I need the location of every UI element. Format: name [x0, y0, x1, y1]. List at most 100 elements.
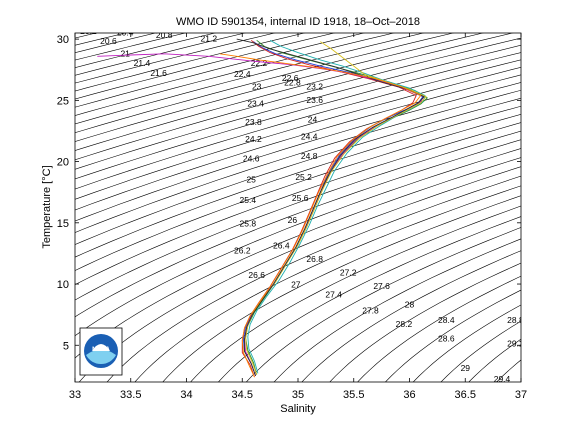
density-contour-line [75, 33, 455, 134]
density-contour-label: 26.2 [234, 245, 251, 255]
density-contour-label: 24.2 [245, 134, 262, 144]
x-tick-label: 35 [292, 389, 304, 401]
density-contour-line [190, 205, 521, 382]
density-contour-line [75, 33, 336, 100]
density-contour-label: 23.6 [306, 95, 323, 105]
density-contour-line [78, 166, 521, 382]
x-tick-label: 34.5 [232, 389, 253, 401]
density-contour-label: 24.6 [243, 154, 260, 164]
chart-title: WMO ID 5901354, internal ID 1918, 18–Oct… [176, 16, 420, 28]
density-contour-line [75, 33, 485, 142]
profile-line [242, 41, 424, 377]
density-contour-label: 24.4 [301, 132, 318, 142]
y-tick-label: 15 [57, 218, 69, 230]
profile-lines [97, 38, 428, 378]
x-tick-label: 35.5 [343, 389, 364, 401]
x-tick-label: 34 [180, 389, 192, 401]
density-contour-label: 23.4 [247, 99, 264, 109]
density-contour-label: 27 [291, 280, 301, 290]
x-axis-title: Salinity [280, 403, 316, 415]
density-contour-line [75, 82, 521, 222]
density-contour-label: 28.8 [507, 315, 524, 325]
y-tick-label: 25 [57, 95, 69, 107]
density-contour-label: 20.8 [156, 30, 173, 40]
density-contour-line [75, 97, 521, 245]
x-tick-label: 37 [515, 389, 527, 401]
density-contour-line [412, 304, 521, 382]
density-contours [75, 33, 521, 382]
density-contour-label: 25 [246, 174, 256, 184]
density-contour-label: 29.2 [507, 339, 524, 349]
y-tick-label: 30 [57, 34, 69, 46]
density-contour-line [301, 250, 521, 382]
density-contour-line [75, 130, 521, 301]
y-axis: 5 10 15 20 25 30 [57, 34, 521, 352]
y-axis-title: Temperature [°C] [41, 165, 53, 248]
density-contour-label: 24 [308, 114, 318, 124]
density-contour-label: 22.2 [251, 58, 268, 68]
density-contour-line [218, 216, 521, 382]
density-contour-label: 21.4 [134, 58, 151, 68]
density-contour-label: 25.8 [240, 219, 257, 229]
density-contour-line [440, 320, 521, 382]
y-tick-label: 10 [57, 279, 69, 291]
density-contour-label: 23.8 [245, 117, 262, 127]
density-contour-label: 28.4 [438, 315, 455, 325]
density-contour-label: 26.6 [248, 270, 265, 280]
density-contour-label: 26 [288, 215, 298, 225]
density-contour-line [75, 33, 306, 92]
density-contour-label: 27.2 [340, 268, 357, 278]
density-contour-label: 28.2 [396, 319, 413, 329]
density-contour-label: 29 [461, 363, 471, 373]
profile-line [219, 53, 422, 378]
density-contour-line [273, 238, 521, 382]
density-contour-line [75, 33, 425, 125]
density-contour-label: 22.8 [284, 78, 301, 88]
density-contour-line [75, 105, 521, 258]
density-contour-label: 22.6 [282, 73, 299, 83]
density-contour-line [75, 33, 514, 151]
density-contour-line [75, 52, 521, 180]
density-contour-line [75, 44, 521, 170]
density-contour-label: 26.4 [273, 241, 290, 251]
density-contour-line [75, 33, 366, 108]
density-contour-label: 20.6 [100, 36, 117, 46]
density-contour-line [75, 33, 396, 116]
density-contour-label: 23 [252, 81, 262, 91]
density-contour-line [245, 227, 521, 382]
y-tick-label: 5 [63, 340, 69, 352]
density-contour-line [75, 114, 521, 271]
density-contour-label: 29.4 [494, 374, 511, 384]
density-contour-label: 26.8 [306, 254, 323, 264]
density-contour-label: 21.6 [150, 68, 167, 78]
density-contour-label: 25.6 [292, 193, 309, 203]
x-tick-label: 36 [403, 389, 415, 401]
logo-wordmark: NOAA [92, 347, 110, 353]
density-contour-line [75, 66, 521, 200]
density-contour-label: 21.2 [201, 34, 218, 44]
density-contour-label: 20.2 [80, 26, 97, 36]
density-contour-line [106, 175, 521, 382]
density-contour-label: 21 [120, 48, 130, 58]
logo-gull [92, 344, 110, 351]
density-contour-line [384, 289, 521, 382]
density-contour-labels: 20.2 20.420.6 20.8 21 21.2 21.421.6 22.222.4 22… [80, 26, 524, 384]
density-contour-label: 28 [405, 299, 415, 309]
density-contour-label: 20.4 [117, 27, 134, 37]
density-contour-label: 27.6 [373, 281, 390, 291]
x-tick-label: 33.5 [120, 389, 141, 401]
density-contour-label: 22.4 [234, 69, 251, 79]
density-contour-line [162, 195, 521, 382]
density-contour-label: 24.8 [301, 151, 318, 161]
density-contour-label: 27.4 [325, 290, 342, 300]
density-contour-line [75, 37, 521, 161]
x-axis: 33 33.5 34 34.5 35 35.5 36 36.5 37 [69, 33, 527, 401]
y-tick-label: 20 [57, 157, 69, 169]
density-contour-label: 25.2 [295, 172, 312, 182]
density-contour-label: 27.8 [362, 305, 379, 315]
density-contour-line [357, 275, 521, 382]
density-contour-line [329, 262, 521, 382]
density-contour-line [75, 74, 521, 211]
profile-line [247, 39, 426, 374]
density-contour-line [134, 185, 521, 382]
